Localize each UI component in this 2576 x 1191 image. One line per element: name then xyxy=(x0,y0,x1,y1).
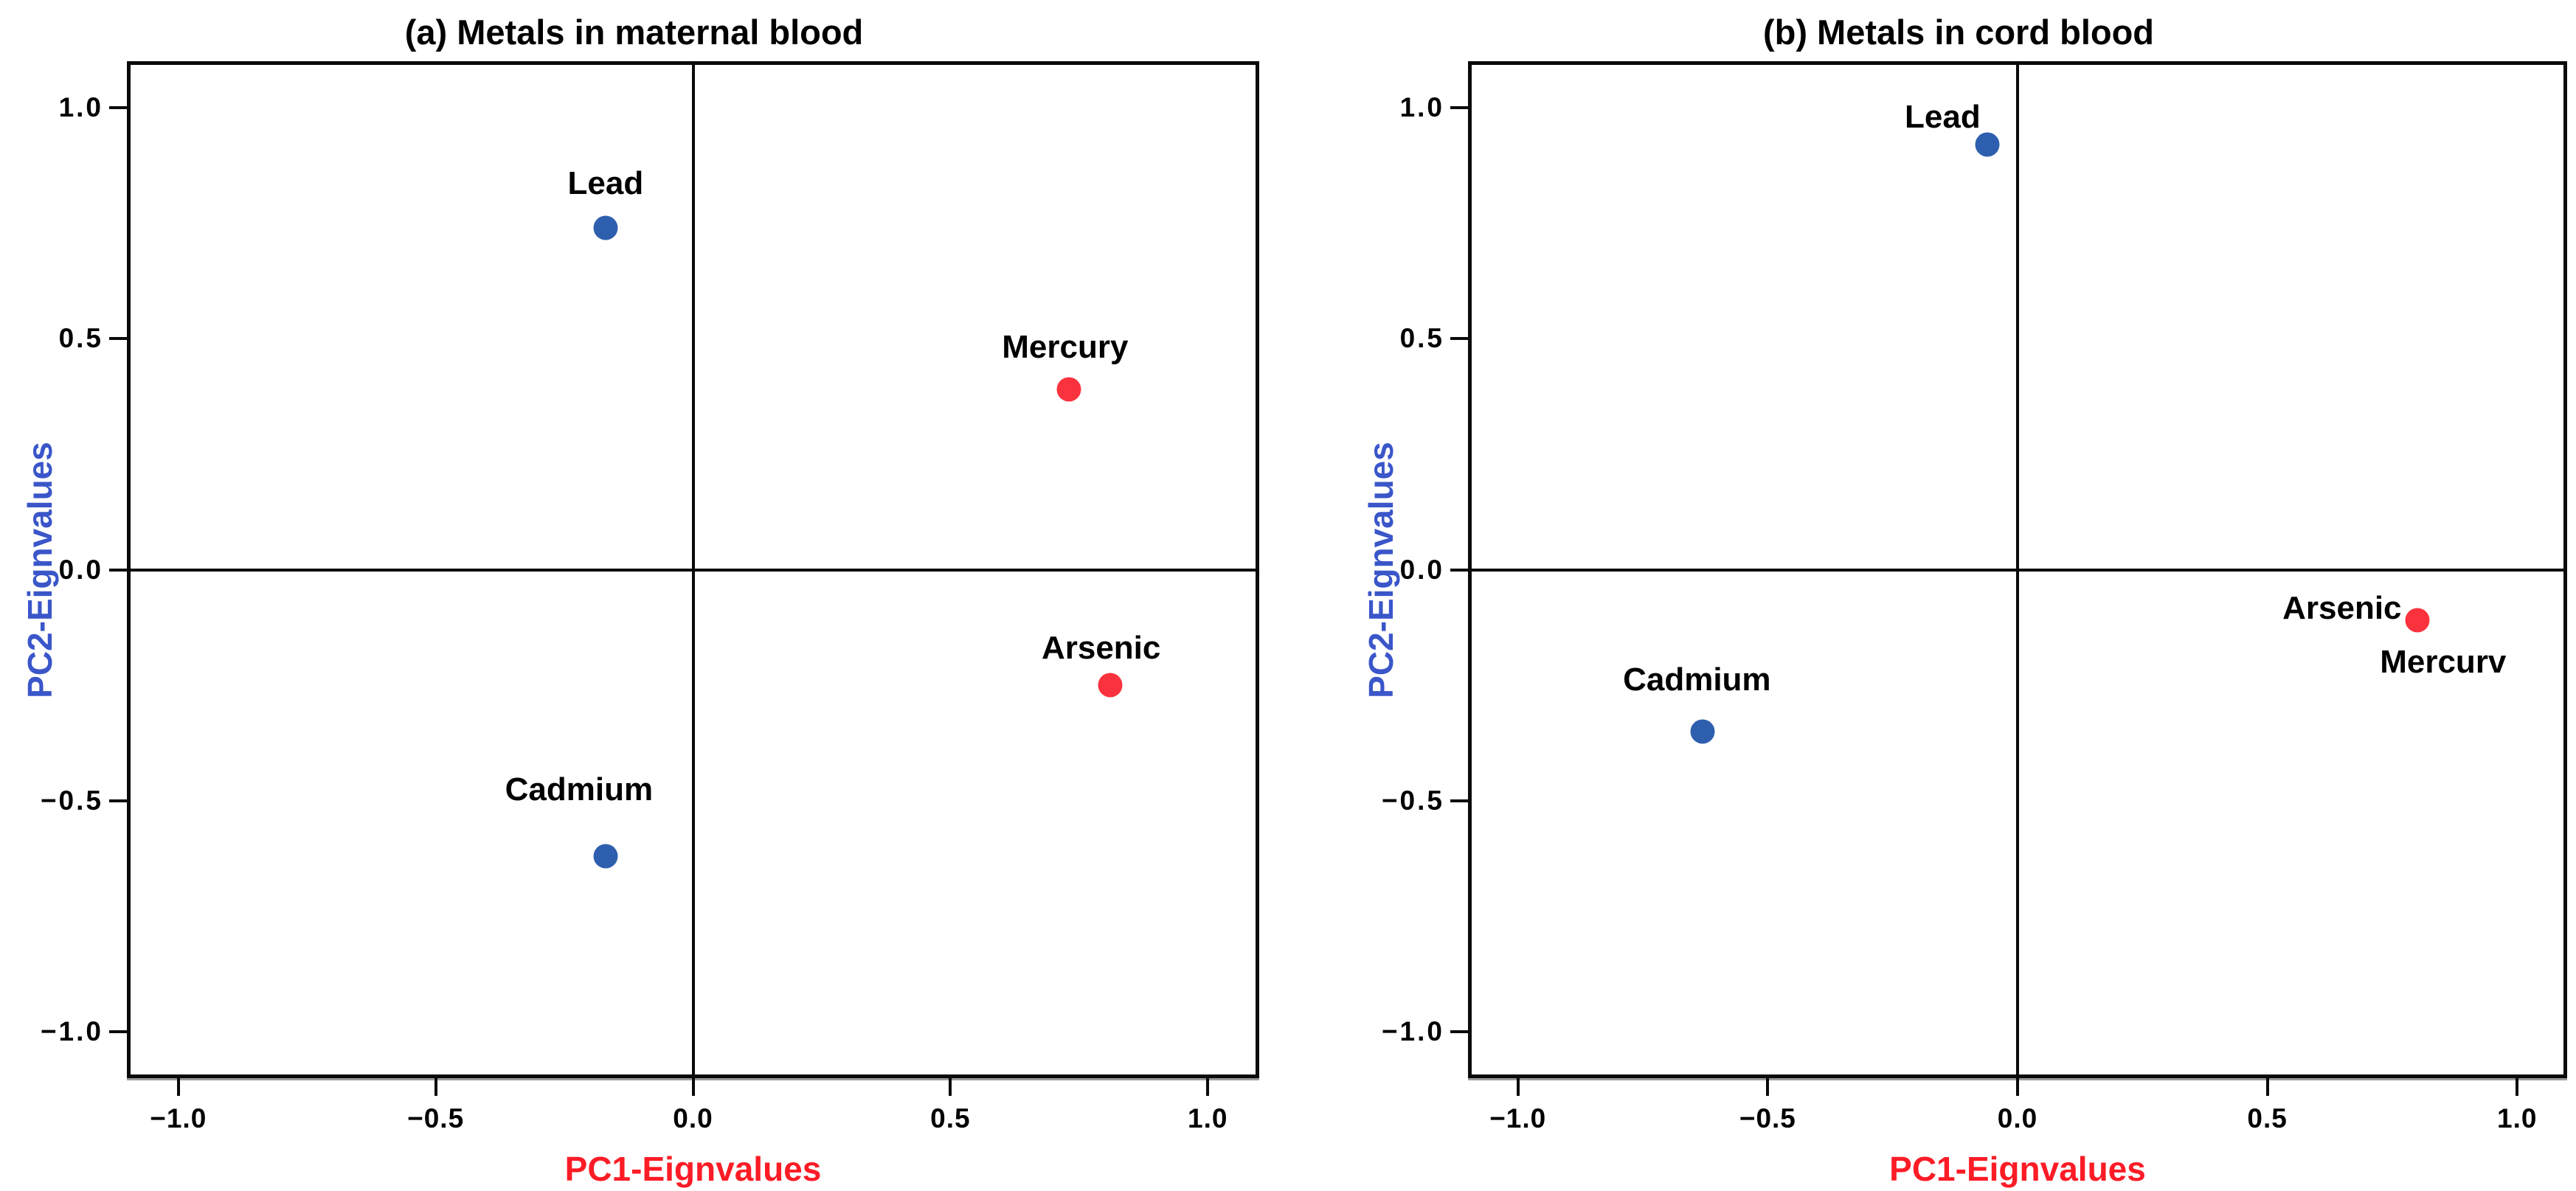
y-tick-mark xyxy=(109,337,127,341)
x-axis-label: PC1-Eignvalues xyxy=(564,1150,822,1188)
x-tick-label: 0.5 xyxy=(930,1103,971,1133)
data-point-label: Arsenic xyxy=(1041,630,1161,667)
y-tick-mark xyxy=(1450,799,1468,802)
x-tick-label: 0.0 xyxy=(673,1103,713,1133)
y-tick-label: −0.5 xyxy=(40,785,103,816)
y-tick-mark xyxy=(109,105,127,109)
data-point-dot xyxy=(1975,132,2000,157)
x-tick-mark xyxy=(2265,1078,2269,1096)
y-zero-line xyxy=(1468,568,2567,572)
y-tick-mark xyxy=(1450,105,1468,109)
x-tick-label: −0.5 xyxy=(407,1103,465,1133)
x-tick-mark xyxy=(1206,1078,1210,1096)
x-tick-mark xyxy=(2516,1078,2519,1096)
y-zero-line xyxy=(127,568,1259,572)
data-point-dot xyxy=(2405,608,2430,633)
data-point-label: Cadmium xyxy=(505,771,654,808)
x-tick-mark xyxy=(691,1078,695,1096)
x-tick-mark xyxy=(1516,1078,1520,1096)
y-tick-label: −1.0 xyxy=(1381,1016,1444,1047)
y-tick-label: −0.5 xyxy=(1381,785,1444,816)
x-tick-label: −0.5 xyxy=(1739,1103,1796,1133)
x-tick-label: 0.5 xyxy=(2247,1103,2288,1133)
y-tick-label: 1.0 xyxy=(58,91,103,122)
x-axis-label: PC1-Eignvalues xyxy=(1889,1150,2146,1188)
y-axis-label: PC2-Eignvalues xyxy=(1362,441,1400,698)
y-tick-mark xyxy=(1450,1030,1468,1034)
data-point-label: Lead xyxy=(1905,98,1981,135)
data-point-dot xyxy=(1690,719,1715,744)
y-tick-label: 0.0 xyxy=(58,554,103,585)
data-point-dot xyxy=(1056,377,1081,402)
y-tick-label: −1.0 xyxy=(40,1016,103,1047)
data-point-label: Mercury xyxy=(1002,329,1129,366)
data-point-label: Arsenic xyxy=(2282,590,2402,627)
data-point-dot xyxy=(593,844,618,869)
y-tick-mark xyxy=(1450,337,1468,341)
x-tick-label: −1.0 xyxy=(150,1103,207,1133)
data-point-label: Mercurv xyxy=(2380,644,2507,681)
x-tick-mark xyxy=(949,1078,952,1096)
x-tick-mark xyxy=(176,1078,180,1096)
y-tick-label: 1.0 xyxy=(1399,91,1444,122)
y-tick-label: 0.5 xyxy=(1399,323,1444,354)
data-point-label: Lead xyxy=(567,164,644,201)
y-tick-mark xyxy=(109,799,127,802)
panel-title: (a) Metals in maternal blood xyxy=(404,13,864,52)
y-axis-label: PC2-Eignvalues xyxy=(21,441,59,698)
x-tick-label: −1.0 xyxy=(1489,1103,1547,1133)
x-tick-label: 0.0 xyxy=(1997,1103,2038,1133)
data-point-label: Cadmium xyxy=(1623,661,1771,698)
y-tick-mark xyxy=(109,568,127,572)
y-tick-label: 0.0 xyxy=(1399,554,1444,585)
x-tick-mark xyxy=(434,1078,437,1096)
y-tick-mark xyxy=(1450,568,1468,572)
panel-title: (b) Metals in cord blood xyxy=(1762,13,2155,52)
y-tick-label: 0.5 xyxy=(58,323,103,354)
x-tick-label: 1.0 xyxy=(1188,1103,1228,1133)
x-tick-label: 1.0 xyxy=(2497,1103,2538,1133)
x-tick-mark xyxy=(1766,1078,1770,1096)
data-point-dot xyxy=(593,215,618,240)
y-tick-mark xyxy=(109,1030,127,1034)
x-tick-mark xyxy=(2016,1078,2019,1096)
data-point-dot xyxy=(1098,673,1123,698)
